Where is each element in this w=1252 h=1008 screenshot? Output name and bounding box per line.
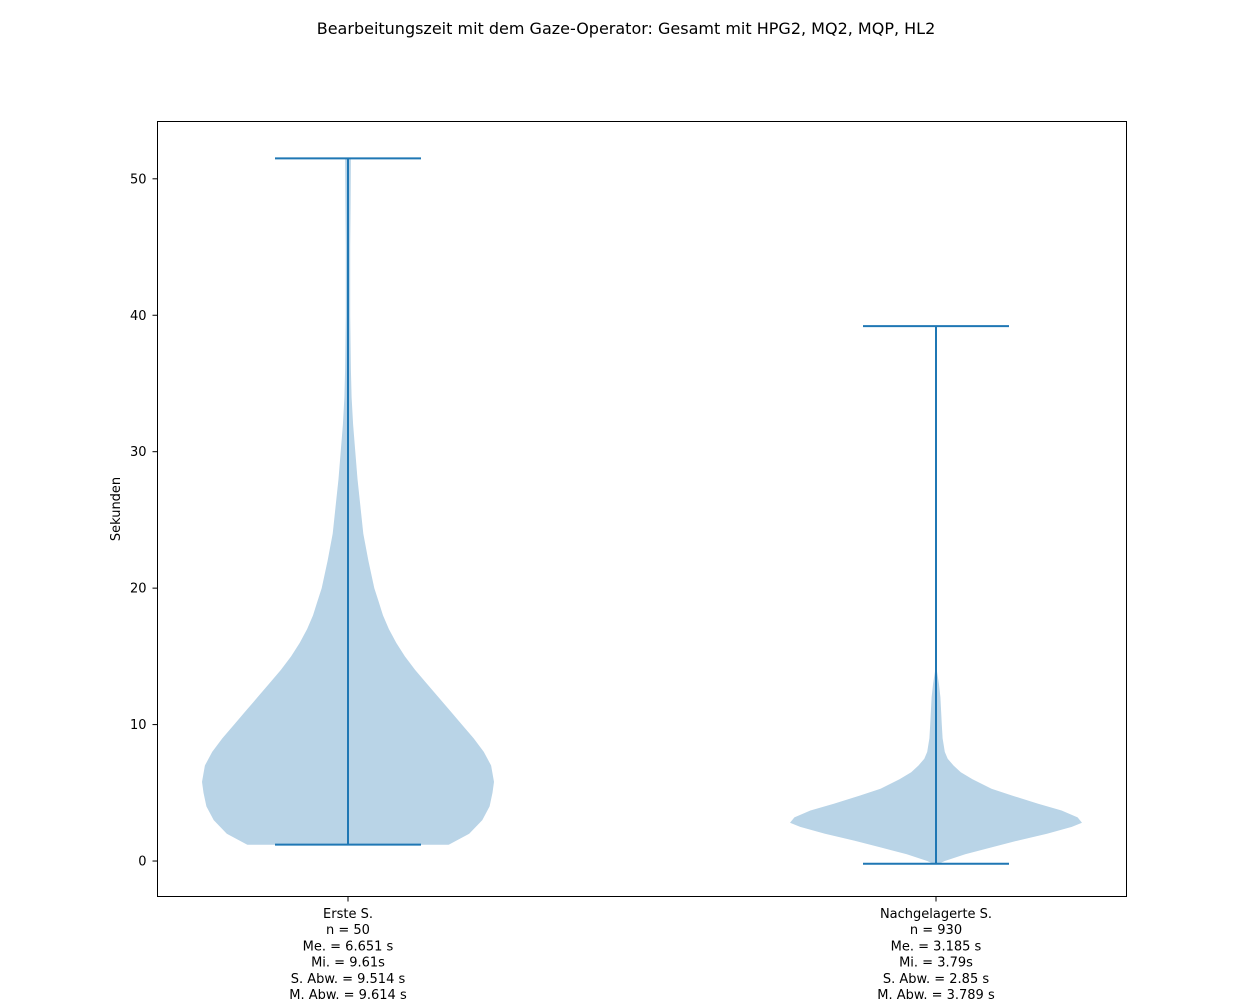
- plot-area-frame: [157, 121, 1127, 897]
- x-tick-label-line: n = 930: [910, 923, 962, 938]
- y-tick-label: 10: [130, 718, 147, 733]
- x-tick-label-line: Me. = 6.651 s: [303, 939, 394, 954]
- y-tick-label: 40: [130, 309, 147, 324]
- x-tick-label-line: S. Abw. = 9.514 s: [291, 972, 406, 987]
- x-tick-label-line: M. Abw. = 3.789 s: [877, 988, 995, 1003]
- violin-bodies: [202, 158, 1082, 864]
- x-tick-label-line: n = 50: [326, 923, 370, 938]
- x-tick-label-line: Erste S.: [323, 907, 373, 922]
- x-tick-label-line: Me. = 3.185 s: [891, 939, 982, 954]
- y-tick-label: 0: [138, 855, 146, 870]
- y-tick-label: 30: [130, 445, 147, 460]
- y-axis-label: Sekunden: [109, 477, 124, 541]
- violin-stat-lines: [275, 157, 1009, 865]
- y-tick-label: 20: [130, 582, 147, 597]
- x-tick-label-line: Nachgelagerte S.: [880, 907, 992, 922]
- chart-title: Bearbeitungszeit mit dem Gaze-Operator: …: [317, 19, 936, 38]
- x-tick-label-line: S. Abw. = 2.85 s: [883, 972, 989, 987]
- x-tick-label-line: Mi. = 3.79s: [899, 956, 973, 971]
- x-axis-ticks: [347, 896, 937, 902]
- y-axis-ticks: 0 10 20 30 40 50: [130, 172, 158, 870]
- x-tick-label-line: Mi. = 9.61s: [311, 956, 385, 971]
- x-tick-label-line: M. Abw. = 9.614 s: [289, 988, 407, 1003]
- y-tick-label: 50: [130, 172, 147, 187]
